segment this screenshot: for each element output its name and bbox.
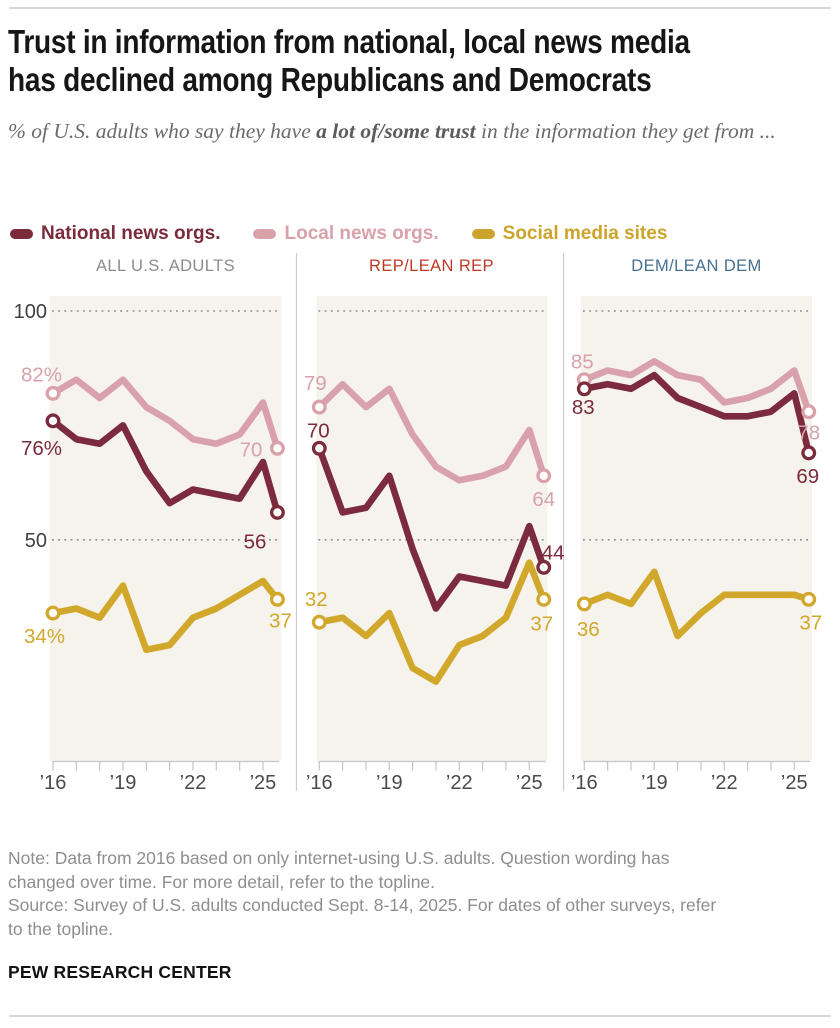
legend-label-national: National news orgs.	[41, 223, 221, 244]
series-line-local	[49, 376, 281, 452]
legend-item-local: Local news orgs.	[253, 223, 439, 245]
value-label-local-end: 64	[532, 488, 555, 511]
note-text-line2: changed over time. For more detail, refe…	[8, 871, 436, 892]
marker-local-end	[269, 440, 285, 456]
marker-social-end	[536, 591, 552, 607]
panel-title-rep-lean-rep: REP/LEAN REP	[369, 257, 494, 275]
panel-title-all-us-adults: ALL U.S. ADULTS	[96, 257, 235, 275]
marker-social-start	[45, 605, 61, 621]
x-tick-label-2025: ’25	[250, 772, 277, 794]
x-tick-label-2025: ’25	[516, 772, 543, 794]
marker-national-end	[801, 445, 817, 461]
chart-legend: National news orgs. Local news orgs. Soc…	[10, 222, 667, 246]
y-axis-label-100: 100	[14, 301, 47, 323]
page-subtitle: % of U.S. adults who say they have a lot…	[8, 115, 826, 147]
value-label-local-end: 70	[240, 438, 263, 461]
marker-local-start	[45, 385, 61, 401]
value-label-social-start: 34%	[24, 625, 65, 648]
x-tick-label-2016: ’16	[306, 772, 333, 794]
value-label-national-start: 70	[307, 419, 330, 442]
chart-panel-1: ’16 ’19 ’22 ’25 79 64 32 37 70 44	[304, 296, 565, 794]
value-label-national-end: 56	[244, 530, 267, 553]
x-tick-label-2019: ’19	[110, 772, 137, 794]
series-line-national	[315, 444, 548, 612]
legend-label-social: Social media sites	[502, 223, 668, 244]
value-label-national-end: 69	[796, 465, 819, 488]
value-label-social-end: 37	[799, 611, 822, 634]
x-tick-label-2016: ’16	[40, 772, 67, 794]
value-label-social-end: 37	[269, 609, 292, 632]
value-label-social-start: 36	[577, 618, 600, 641]
marker-social-start	[576, 596, 592, 612]
chart-panel-0: ’16 ’19 ’22 ’25 82% 70 34% 37 76% 56	[21, 296, 292, 794]
series-line-social	[315, 559, 548, 686]
chart-panel-2: ’16 ’19 ’22 ’25 85 78 36 37 83 69	[571, 296, 822, 794]
x-tick-label-2022: ’22	[711, 772, 738, 794]
value-label-social-start: 32	[305, 588, 328, 611]
value-label-local-end: 78	[797, 422, 820, 445]
legend-item-social: Social media sites	[471, 223, 668, 245]
bottom-rule	[9, 1015, 831, 1017]
subtitle-bold-text: a lot of/some trust	[316, 119, 476, 143]
marker-national-start	[576, 381, 592, 397]
x-tick-label-2016: ’16	[571, 772, 598, 794]
chart-footer: Note: Data from 2016 based on only inter…	[8, 847, 716, 983]
note-text-line1: Note: Data from 2016 based on only inter…	[8, 848, 670, 868]
x-tick-label-2022: ’22	[446, 772, 473, 794]
x-tick-label-2022: ’22	[180, 772, 207, 794]
page-title-line2: has declined among Republicans and Democ…	[8, 60, 652, 98]
plot-background	[581, 296, 812, 761]
value-label-social-end: 37	[530, 612, 553, 635]
series-line-national	[580, 371, 813, 457]
legend-swatch-social	[471, 229, 495, 239]
value-label-local-start: 85	[571, 351, 594, 374]
legend-item-national: National news orgs.	[10, 223, 220, 245]
subtitle-text-tail: in the information they get from ...	[475, 119, 776, 143]
marker-national-start	[311, 440, 327, 456]
marker-social-end	[801, 591, 817, 607]
marker-social-start	[311, 614, 327, 630]
value-label-national-start: 76%	[21, 437, 62, 460]
series-line-local	[580, 357, 813, 416]
marker-local-end	[536, 468, 552, 484]
plot-background	[316, 296, 548, 761]
panel-title-dem-lean-dem: DEM/LEAN DEM	[631, 257, 762, 275]
marker-local-start	[311, 399, 327, 415]
x-tick-label-2019: ’19	[376, 772, 403, 794]
legend-label-local: Local news orgs.	[284, 223, 439, 244]
value-label-local-start: 79	[304, 372, 327, 395]
value-label-local-start: 82%	[21, 363, 62, 386]
legend-swatch-local	[253, 229, 277, 239]
marker-national-end	[269, 504, 285, 520]
plot-background	[50, 296, 281, 761]
page-title: Trust in information from national, loca…	[8, 23, 810, 98]
source-text-line2: to the topline.	[8, 918, 114, 939]
marker-local-end	[801, 404, 817, 420]
marker-social-end	[269, 591, 285, 607]
series-line-social	[49, 577, 281, 654]
subtitle-text: % of U.S. adults who say they have	[8, 119, 317, 143]
legend-swatch-national	[10, 229, 33, 239]
series-line-local	[315, 380, 548, 484]
value-label-national-end: 44	[542, 541, 565, 564]
x-tick-label-2025: ’25	[781, 772, 808, 794]
value-label-national-start: 83	[572, 396, 595, 419]
series-line-social	[580, 568, 813, 640]
series-line-national	[49, 417, 281, 516]
page-title-line1: Trust in information from national, loca…	[8, 23, 690, 60]
top-rule	[9, 7, 831, 9]
y-axis-label-50: 50	[25, 530, 47, 552]
marker-national-end	[536, 559, 552, 575]
x-tick-label-2019: ’19	[641, 772, 668, 794]
marker-national-start	[45, 413, 61, 429]
source-text-line1: Source: Survey of U.S. adults conducted …	[8, 895, 717, 916]
brand-text: PEW RESEARCH CENTER	[8, 962, 232, 983]
